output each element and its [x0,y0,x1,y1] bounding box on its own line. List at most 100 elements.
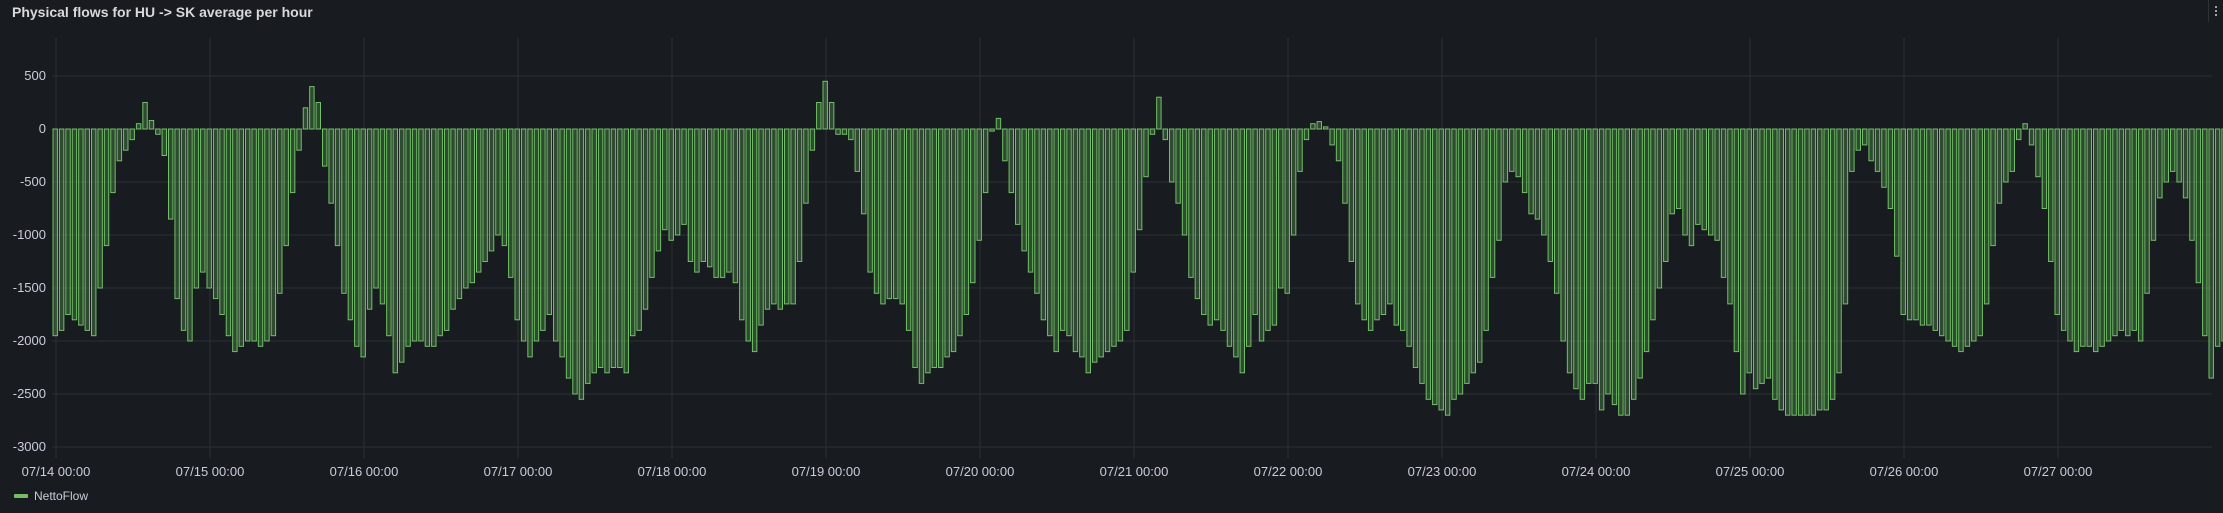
bar [662,128,668,231]
bar [591,128,597,374]
bar [366,128,373,310]
bar [835,128,841,135]
bar [1502,128,1509,183]
bar [1708,128,1714,236]
bar [1900,128,1906,315]
bar [1432,128,1438,406]
bar [630,128,636,337]
bar [1695,128,1701,225]
x-tick-label: 07/14 00:00 [22,464,91,479]
bar [1592,128,1598,384]
bar [777,128,784,310]
bar [1579,128,1586,400]
bar [1836,128,1842,374]
bar [957,128,963,337]
bar [232,128,238,353]
bar [1810,128,1817,416]
bar [379,128,386,305]
x-tick-label: 07/16 00:00 [330,464,399,479]
bar [1310,123,1316,130]
bar [1932,128,1938,331]
y-axis-labels: 500 0 -500 -1000 -1500 -2000 -2500 -3000 [13,68,46,454]
bar [1188,128,1194,278]
bar [1053,128,1059,353]
bar [1066,128,1072,337]
bar [1335,128,1342,162]
bar [751,128,758,353]
bar [1862,128,1868,146]
bar [1682,128,1688,236]
y-tick-label: -1500 [13,280,46,295]
x-tick-label: 07/25 00:00 [1716,464,1785,479]
bar [1271,128,1278,326]
bar [341,128,347,294]
bar [610,128,617,368]
bar [1528,128,1534,215]
bar [1894,128,1900,257]
y-tick-label: -3000 [13,439,46,454]
bar [982,128,989,194]
bar [1213,128,1220,321]
bar [155,128,161,135]
bar [2073,128,2080,353]
bar [2080,128,2086,347]
bar [1740,128,1746,395]
bar [893,128,899,300]
bar [501,128,508,247]
bar [2016,128,2022,141]
bar [1278,128,1284,289]
bar [1791,128,1797,416]
bar [1367,128,1374,331]
bar [1746,128,1752,374]
bar [970,128,976,284]
bar [322,128,328,167]
bar [1541,128,1547,236]
y-tick-label: -1000 [13,227,46,242]
bar [2048,128,2054,262]
bar [270,128,277,337]
bar [1258,128,1265,342]
bar [469,128,475,284]
bar [565,128,572,379]
bar [578,128,585,400]
bar [1765,128,1772,379]
bar [1611,128,1618,406]
bar [623,128,630,374]
y-tick-label: -2000 [13,333,46,348]
bar [559,128,565,358]
bar [283,128,289,247]
bar [97,128,103,289]
bar [790,128,796,305]
bar [1996,128,2003,204]
x-tick-label: 07/20 00:00 [946,464,1015,479]
bar [931,128,938,368]
bar [796,128,803,262]
bar [1772,128,1778,400]
bar [1926,128,1932,326]
bar [2170,128,2176,172]
bar [1913,128,1919,321]
bar [373,128,379,289]
panel-title: Physical flows for HU -> SK average per … [12,4,313,20]
bar [1444,128,1451,416]
bar [764,128,771,310]
x-tick-label: 07/19 00:00 [792,464,861,479]
bar [424,128,431,347]
bar [1169,128,1175,183]
bar [681,128,687,225]
bar [411,128,418,342]
bar [873,128,880,294]
bar [944,128,950,358]
bar [771,128,777,305]
kebab-vertical-icon[interactable] [2208,0,2223,22]
bar [1714,128,1720,241]
bar [129,128,135,141]
bar [989,128,995,132]
legend[interactable]: NettoFlow [14,489,88,503]
bar [264,128,270,342]
bar [52,128,58,337]
bar [1688,128,1695,247]
bars [52,80,2223,416]
bar [1265,128,1271,331]
bar [1246,128,1252,347]
